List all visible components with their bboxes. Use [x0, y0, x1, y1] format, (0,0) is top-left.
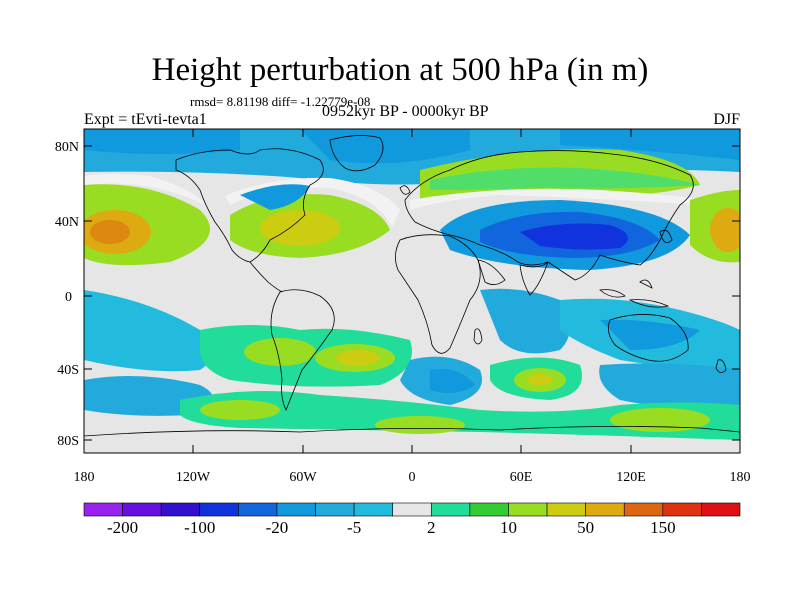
x-tick-label-120w: 120W: [176, 470, 211, 485]
x-tick-label-120e: 120E: [616, 470, 646, 485]
main-title: Height perturbation at 500 hPa (in m): [151, 52, 649, 88]
colorbar-box: [122, 502, 162, 517]
colorbar-label: -100: [184, 518, 215, 537]
colorbar-label: -20: [266, 518, 289, 537]
colorbar-box: [160, 502, 201, 517]
colorbar-label: -200: [107, 518, 138, 537]
colorbar-box: [392, 502, 432, 517]
season-label: DJF: [713, 111, 740, 128]
x-tick-label-0: 0: [409, 470, 416, 485]
stats-line: rmsd= 8.81198 diff= -1.22779e-08: [190, 94, 371, 109]
colorbar-label: 150: [650, 518, 676, 537]
colorbar-box: [469, 502, 509, 517]
y-tick-label-0: 0: [65, 290, 72, 305]
colorbar-box: [623, 502, 664, 517]
colorbar-box: [353, 502, 394, 517]
colorbar-label: -5: [347, 518, 361, 537]
colorbar-box: [546, 502, 586, 517]
y-tick-label-80n: 80N: [55, 140, 79, 155]
coastlines: [84, 135, 740, 437]
axis-ticks: [84, 129, 740, 453]
x-tick-label-180e: 180: [730, 470, 751, 485]
y-tick-label-40s: 40S: [57, 363, 79, 378]
colorbar-box: [430, 502, 471, 517]
colorbar-box: [238, 502, 278, 517]
x-tick-label-60e: 60E: [510, 470, 533, 485]
period-label: 0952kyr BP - 0000kyr BP: [322, 103, 489, 120]
colorbar-label: 10: [500, 518, 517, 537]
height-anomaly-field: [84, 129, 740, 453]
y-tick-label-40n: 40N: [55, 215, 79, 230]
colorbar-box: [315, 502, 355, 517]
x-tick-label-180w: 180: [74, 470, 95, 485]
colorbar-label: 50: [577, 518, 594, 537]
colorbar-box: [276, 502, 316, 517]
colorbar-box: [83, 502, 123, 517]
colorbar-box: [662, 502, 702, 517]
colorbar-box: [199, 502, 239, 517]
colorbar-box: [701, 502, 741, 517]
experiment-label: Expt = tEvti-tevta1: [84, 111, 207, 128]
y-tick-label-80s: 80S: [57, 434, 79, 449]
x-tick-label-60w: 60W: [289, 470, 317, 485]
colorbar-label: 2: [427, 518, 436, 537]
colorbar: [83, 502, 741, 517]
colorbar-labels: -200 -100 -20 -5 2 10 50 150: [107, 518, 676, 537]
colorbar-box: [585, 502, 625, 517]
colorbar-box: [508, 502, 548, 517]
